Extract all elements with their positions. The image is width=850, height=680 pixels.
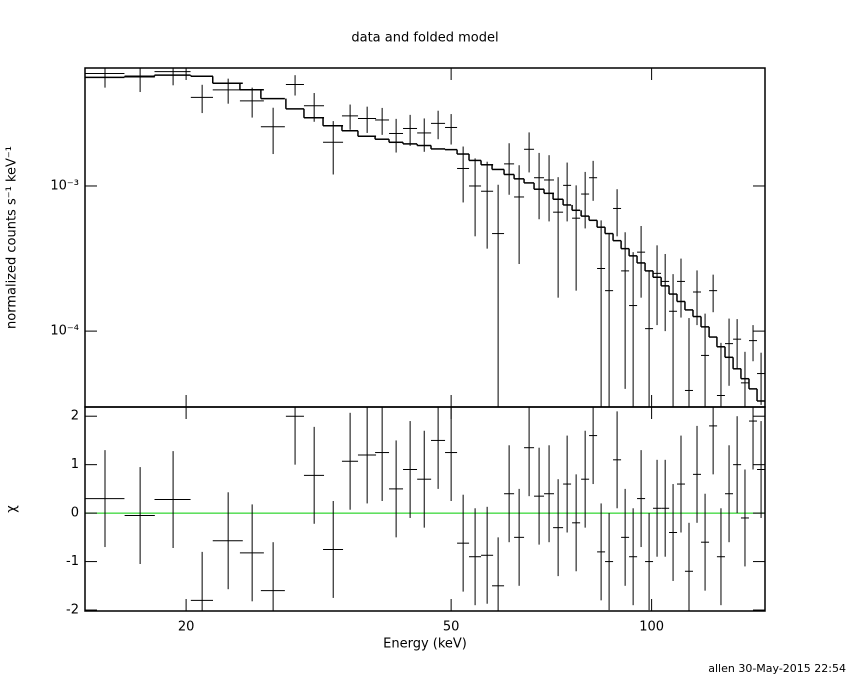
plot-area bbox=[85, 407, 765, 611]
plot-area bbox=[85, 68, 765, 407]
y-tick-label: 1 bbox=[71, 457, 79, 472]
x-axis-label: Energy (keV) bbox=[383, 637, 467, 652]
x-tick-label: 100 bbox=[639, 620, 664, 635]
footer: allen 30-May-2015 22:54 bbox=[708, 662, 846, 675]
y-tick-label: 0 bbox=[71, 506, 79, 521]
y-tick-label: -1 bbox=[66, 554, 79, 569]
y-axis-label: normalized counts s⁻¹ keV⁻¹ bbox=[5, 146, 20, 329]
y-tick-label: -2 bbox=[66, 603, 79, 618]
y-tick-label: 2 bbox=[71, 409, 79, 424]
y-tick-label: 10⁻³ bbox=[50, 178, 79, 193]
y-tick-label: 10⁻⁴ bbox=[50, 324, 79, 339]
plot-frame bbox=[84, 406, 766, 612]
x-tick-label: 20 bbox=[178, 620, 195, 635]
y-axis-label: χ bbox=[5, 505, 20, 513]
x-tick-label: 50 bbox=[443, 620, 460, 635]
chart-title: data and folded model bbox=[351, 31, 498, 46]
